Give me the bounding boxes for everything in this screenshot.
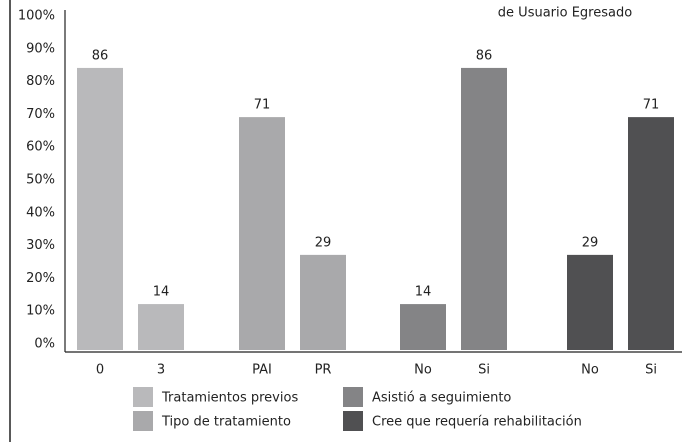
legend-swatch bbox=[133, 387, 153, 407]
x-tick-label: PR bbox=[315, 363, 332, 378]
data-label: 29 bbox=[582, 235, 599, 250]
y-tick-label: 70% bbox=[26, 107, 55, 122]
data-label: 29 bbox=[315, 235, 332, 250]
y-tick-label: 90% bbox=[26, 41, 55, 56]
bar bbox=[400, 304, 446, 350]
bar bbox=[300, 254, 346, 350]
bar bbox=[567, 254, 613, 350]
y-tick-label: 100% bbox=[18, 9, 55, 24]
y-tick-label: 60% bbox=[26, 140, 55, 155]
x-tick-label: No bbox=[581, 363, 599, 378]
legend-label: Cree que requería rehabilitación bbox=[372, 415, 582, 430]
x-tick-label: PAI bbox=[252, 363, 272, 378]
y-tick-label: 40% bbox=[26, 205, 55, 220]
bar bbox=[628, 117, 674, 351]
y-tick-label: 50% bbox=[26, 173, 55, 188]
bar bbox=[77, 67, 123, 351]
legend-swatch bbox=[343, 411, 363, 431]
x-tick-label: Si bbox=[478, 363, 490, 378]
data-label: 86 bbox=[476, 48, 493, 63]
legend-label: Tratamientos previos bbox=[161, 391, 298, 406]
x-tick-label: No bbox=[414, 363, 432, 378]
legend-label: Tipo de tratamiento bbox=[161, 415, 291, 430]
legend-swatch bbox=[343, 387, 363, 407]
data-label: 71 bbox=[643, 98, 660, 113]
y-tick-label: 80% bbox=[26, 74, 55, 89]
y-tick-label: 0% bbox=[34, 337, 55, 352]
y-tick-label: 10% bbox=[26, 304, 55, 319]
y-tick-label: 20% bbox=[26, 271, 55, 286]
x-tick-label: 3 bbox=[157, 363, 165, 378]
x-tick-label: 0 bbox=[96, 363, 104, 378]
data-label: 14 bbox=[415, 285, 432, 300]
bar bbox=[239, 117, 285, 351]
data-label: 86 bbox=[92, 48, 109, 63]
legend-swatch bbox=[133, 411, 153, 431]
data-label: 71 bbox=[254, 98, 271, 113]
x-tick-label: Si bbox=[645, 363, 657, 378]
data-label: 14 bbox=[153, 285, 170, 300]
bar bbox=[461, 67, 507, 351]
y-tick-label: 30% bbox=[26, 238, 55, 253]
bar bbox=[138, 304, 184, 350]
legend-label: Asistió a seguimiento bbox=[372, 391, 511, 406]
chart-title: de Usuario Egresado bbox=[498, 6, 632, 21]
